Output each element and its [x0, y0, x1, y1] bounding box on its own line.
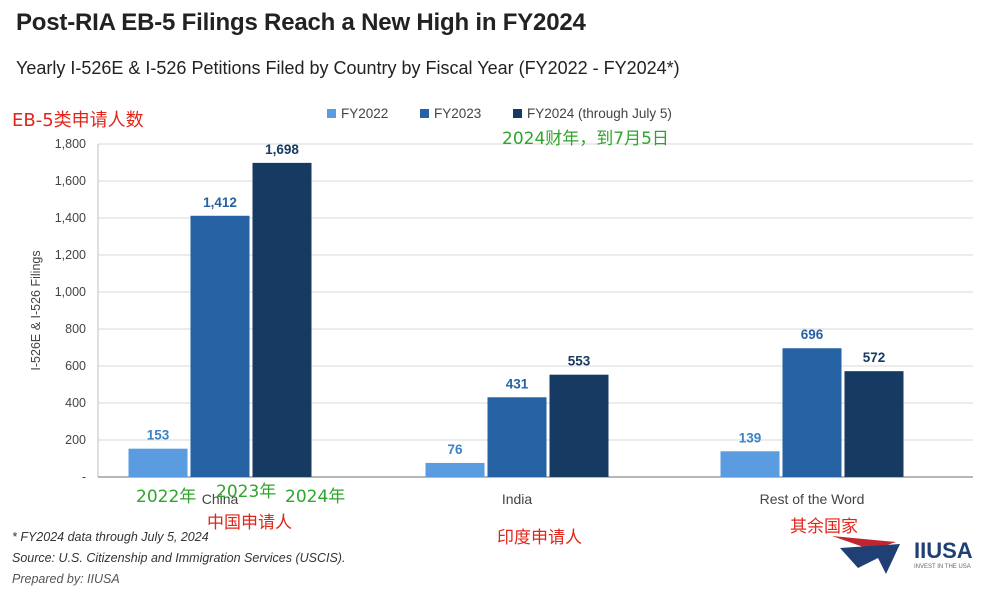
- bar-fy2024-0: [252, 162, 312, 477]
- bar-fy2023-0: [190, 215, 250, 477]
- y-tick-label: 800: [65, 322, 86, 336]
- data-label: 553: [568, 354, 591, 369]
- data-label: 153: [147, 428, 170, 443]
- footnote-prepared: Prepared by: IIUSA: [12, 572, 120, 586]
- y-tick-label: 200: [65, 433, 86, 447]
- data-label: 76: [447, 442, 463, 457]
- legend-item-fy2024: FY2024 (through July 5): [513, 106, 672, 121]
- logo-tagline: INVEST IN THE USA: [914, 564, 971, 570]
- bar-fy2022-1: [425, 462, 485, 477]
- annotation-2022-cn: 2022年: [136, 487, 197, 507]
- legend-label: FY2022: [341, 106, 388, 121]
- legend-swatch: [420, 109, 429, 118]
- x-category-label: China: [202, 491, 239, 507]
- bar-fy2023-1: [487, 397, 547, 477]
- bar-fy2024-1: [549, 374, 609, 477]
- data-label: 572: [863, 350, 886, 365]
- data-label: 1,412: [203, 195, 237, 210]
- y-tick-label: 1,200: [55, 248, 86, 262]
- legend: FY2022 FY2023 FY2024 (through July 5): [327, 106, 672, 121]
- y-axis-label: I-526E & I-526 Filings: [29, 250, 43, 370]
- x-category-label: Rest of the Word: [760, 491, 865, 507]
- logo-wordmark: IIUSA: [914, 538, 973, 563]
- footnote-data-note: * FY2024 data through July 5, 2024: [12, 530, 209, 544]
- y-tick-label: 600: [65, 359, 86, 373]
- legend-label: FY2023: [434, 106, 481, 121]
- logo-blue-star: [840, 544, 900, 574]
- y-tick-label: -: [82, 470, 86, 484]
- x-category-label: India: [502, 491, 533, 507]
- annotation-china-cn: 中国申请人: [207, 513, 292, 533]
- y-tick-label: 1,800: [55, 137, 86, 151]
- annotation-2024-cn: 2024年: [285, 487, 346, 507]
- annotation-rest-cn: 其余国家: [790, 517, 858, 537]
- bar-layer: [128, 162, 904, 477]
- legend-swatch: [327, 109, 336, 118]
- bar-fy2022-0: [128, 448, 188, 477]
- data-label: 139: [739, 430, 762, 445]
- data-label: 696: [801, 327, 824, 342]
- y-tick-label: 1,400: [55, 211, 86, 225]
- legend-item-fy2023: FY2023: [420, 106, 481, 121]
- data-label: 431: [506, 376, 529, 391]
- data-label: 1,698: [265, 142, 299, 157]
- chart-title: Post-RIA EB-5 Filings Reach a New High i…: [16, 9, 586, 36]
- legend-swatch: [513, 109, 522, 118]
- y-tick-label: 400: [65, 396, 86, 410]
- iiusa-logo: IIUSA INVEST IN THE USA: [832, 536, 973, 574]
- annotation-ylabel-cn: EB-5类申请人数: [12, 110, 144, 131]
- chart-subtitle: Yearly I-526E & I-526 Petitions Filed by…: [16, 58, 680, 78]
- annotation-fy2024-cn: 2024财年，到7月5日: [502, 129, 669, 149]
- legend-label: FY2024 (through July 5): [527, 106, 672, 121]
- bar-fy2022-2: [720, 451, 780, 477]
- footnote-source: Source: U.S. Citizenship and Immigration…: [12, 551, 346, 565]
- legend-item-fy2022: FY2022: [327, 106, 388, 121]
- annotation-2023-cn: 2023年: [216, 482, 277, 502]
- label-layer: 153 76 139 1,412 431 696 1,698 553 572: [147, 142, 886, 457]
- bar-fy2024-2: [844, 371, 904, 477]
- annotation-india-cn: 印度申请人: [497, 528, 582, 548]
- y-tick-label: 1,600: [55, 174, 86, 188]
- bar-fy2023-2: [782, 348, 842, 477]
- y-tick-label: 1,000: [55, 285, 86, 299]
